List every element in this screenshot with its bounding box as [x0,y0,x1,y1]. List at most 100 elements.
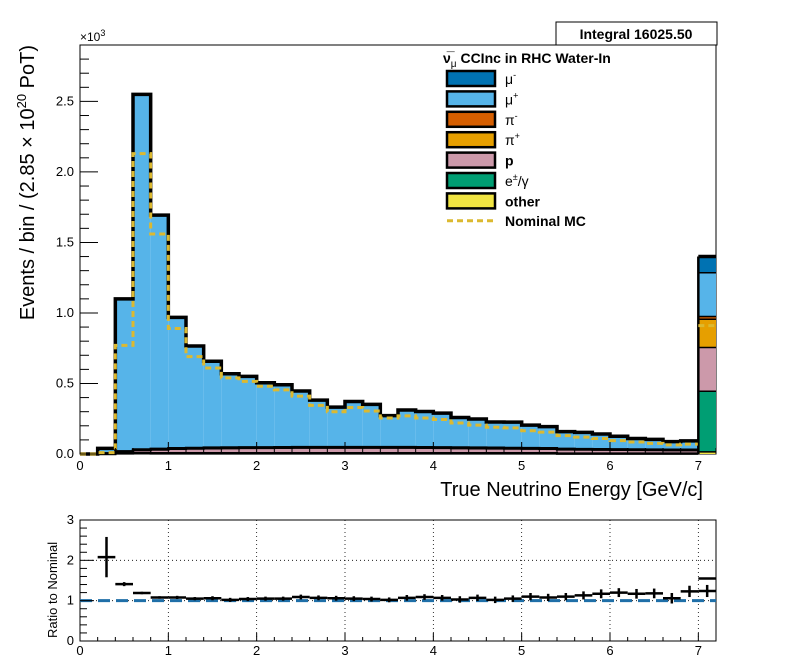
bar-6-16 [362,404,381,447]
bar-3-34 [680,450,699,454]
integral-label: Integral 16025.50 [580,26,693,42]
x-tick-label: 3 [341,458,348,473]
ratio-x-tick-label: 1 [165,643,172,658]
bar-6-30 [610,436,628,450]
legend-swatch-1 [445,192,497,210]
ratio-point [486,596,504,604]
ratio-grid [80,520,716,641]
bar-3-20 [433,448,451,454]
ratio-point [203,596,222,601]
series-outline-2 [80,451,699,456]
ratio-point [115,582,133,587]
ratio-points [97,536,716,604]
ratio-point [680,585,699,598]
ratio-y-tick-label: 0 [67,633,74,648]
ratio-point [380,597,398,603]
bar-6-8 [221,374,239,448]
overflow-bar-7 [698,256,716,273]
legend-label-4: π+ [505,131,520,148]
legend-label-nominal: Nominal MC [505,213,586,229]
bar-6-6 [186,346,204,448]
legend-label-3: p [505,153,514,169]
bar-3-13 [309,447,328,454]
bar-3-8 [221,448,239,454]
bar-3-29 [592,449,610,454]
bar-6-33 [663,441,681,450]
legend-swatch-7 [445,69,497,88]
ratio-x-tick-label: 5 [518,643,525,658]
bar-6-25 [521,425,540,448]
legend-swatch-5 [445,110,497,129]
ratio-point [239,597,257,602]
bar-3-33 [663,450,681,454]
legend-label-1: other [505,193,541,209]
integral-box: Integral 16025.50 [555,21,718,46]
y-axis-title-exponent: 20 [14,94,29,108]
ratio-point [221,597,239,602]
overflow-bar-5 [698,316,716,320]
x-tick-label: 6 [606,458,613,473]
bar-3-5 [168,448,186,454]
legend-title-nu: ν̅ [443,50,455,66]
overflow-bar-3 [698,347,716,392]
bar-6-21 [451,417,469,448]
bar-6-29 [592,434,610,450]
bar-6-23 [486,422,504,448]
bar-3-22 [468,448,487,454]
legend-swatch-3 [445,151,497,169]
x-tick-label: 5 [518,458,525,473]
ratio-x-tick-label: 0 [76,643,83,658]
legend-title: ν̅μ CCInc in RHC Water-In [443,50,611,70]
ratio-x-tick-label: 3 [341,643,348,658]
legend-entries: μ-μ+ π-π+ p e±/γ other Nominal MC [445,69,586,229]
bar-6-2 [115,298,133,452]
main-axes: 0 1 2 3 4 5 6 7 0.0 0.5 1.0 1.5 2.0 2.5 [56,44,717,473]
bar-3-19 [415,447,434,454]
ratio-point [150,596,169,599]
bar-6-13 [309,400,328,447]
ratio-point [645,588,663,599]
ratio-point [627,588,646,599]
bar-6-22 [468,419,487,448]
bar-6-12 [292,391,310,447]
legend-title-rest: CCInc in RHC Water-In [457,50,611,66]
series-6 [97,94,716,454]
ratio-point [309,595,328,601]
bar-6-24 [504,422,522,448]
bar-6-32 [645,439,663,450]
y-tick-label: 1.5 [56,234,74,249]
ratio-point [557,593,575,601]
bar-6-17 [380,415,398,447]
legend-label-7: μ- [505,70,516,87]
ratio-plot-frame [79,519,717,642]
series-3 [97,347,716,454]
ratio-point [574,591,593,600]
y-multiplier-base: ×10 [80,30,101,44]
ratio-y-axis-title: Ratio to Nominal [45,542,60,638]
ratio-point [186,597,204,601]
bar-6-11 [274,385,292,448]
ratio-point [539,593,557,602]
y-tick-label: 2.0 [56,164,74,179]
ratio-point [345,596,363,602]
ratio-point [97,536,116,578]
ratio-point [292,594,310,600]
ratio-y-tick-label: 3 [67,512,74,527]
overflow-bar-6 [698,272,716,317]
integral-box-frame [555,21,718,46]
ratio-point [504,595,522,602]
ratio-point [521,593,540,601]
bar-6-5 [168,317,186,449]
ratio-x-tick-label: 4 [430,643,437,658]
bar-6-15 [345,401,363,447]
bar-3-21 [451,448,469,454]
bar-6-18 [398,410,416,447]
y-axis-title-tail: PoT) [17,45,39,94]
x-tick-label: 4 [430,458,437,473]
bar-6-4 [150,215,169,449]
bar-3-4 [150,449,169,454]
ratio-point [663,593,681,604]
ratio-y-tick-label: 1 [67,593,74,608]
bar-3-16 [362,447,381,454]
